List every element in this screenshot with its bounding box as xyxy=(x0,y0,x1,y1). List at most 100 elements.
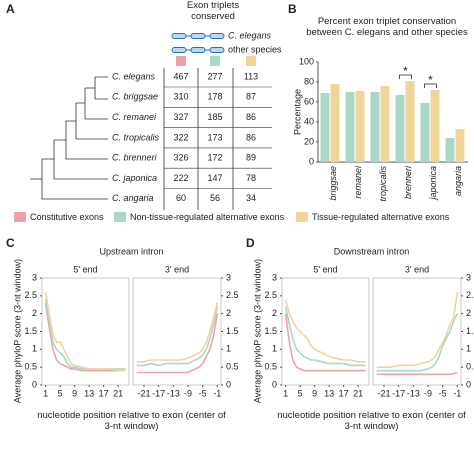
table-cell: 113 xyxy=(244,71,258,81)
column-swatch xyxy=(246,56,256,66)
x-tick-label: -21 xyxy=(137,388,150,398)
table-cell: 222 xyxy=(173,173,188,183)
y-tick-label: 2.5 xyxy=(226,290,239,300)
species-name: C. japonica xyxy=(112,173,157,183)
panel-title: Downstream intron xyxy=(334,246,410,256)
chart-title: Percent exon triplet conservation betwee… xyxy=(306,16,468,38)
x-tick-label: 1 xyxy=(283,388,288,398)
y-tick-label: 60 xyxy=(304,96,314,106)
bar xyxy=(370,92,380,162)
species-name: C. elegans xyxy=(112,71,156,81)
y-tick-label: 0 xyxy=(466,379,471,389)
table-title-box: Exon triplets conserved xyxy=(187,0,239,22)
table-cell: 172 xyxy=(207,153,222,163)
significance-bracket xyxy=(424,83,437,88)
x-tick-label: -9 xyxy=(184,388,192,398)
table-cell: 60 xyxy=(176,193,186,203)
y-tick-label: 80 xyxy=(304,76,314,86)
x-tick-label: -1 xyxy=(213,388,221,398)
panel-label: D xyxy=(246,236,255,250)
x-tick-label: 13 xyxy=(84,388,94,398)
table-cell: 89 xyxy=(246,153,256,163)
table-cell: 173 xyxy=(207,132,222,142)
panel-title: Upstream intron xyxy=(99,246,163,256)
exon-box xyxy=(209,33,225,39)
y-tick-label: 1.5 xyxy=(466,326,474,336)
bar xyxy=(420,103,430,162)
x-axis-label-box: nucleotide position relative to exon (ce… xyxy=(37,410,226,432)
series-line xyxy=(44,299,126,370)
table-cell: 277 xyxy=(207,71,222,81)
subplot-title: 3' end xyxy=(165,264,189,274)
series-line xyxy=(136,313,219,374)
x-tick-label: tropicalis xyxy=(378,166,388,202)
x-tick-label: brenneri xyxy=(403,165,413,199)
exon-box xyxy=(190,33,206,39)
x-tick-label: 17 xyxy=(99,388,109,398)
y-tick-label: 3 xyxy=(466,272,471,282)
y-tick-label: 0.5 xyxy=(264,362,277,372)
table-cell: 86 xyxy=(246,112,256,122)
plot-frame xyxy=(281,277,370,386)
y-tick-label: 2 xyxy=(226,308,231,318)
bar xyxy=(355,91,365,162)
x-tick-label: -21 xyxy=(377,388,390,398)
table-cell: 310 xyxy=(173,92,188,102)
annotation: * xyxy=(403,64,408,78)
series-line xyxy=(284,299,366,363)
x-tick-label: -17 xyxy=(152,388,165,398)
subplot-title: 5' end xyxy=(313,264,337,274)
exon-label: C. elegans xyxy=(228,30,272,40)
y-tick-label: 2 xyxy=(466,308,471,318)
bar xyxy=(445,138,455,162)
y-tick-label: 0 xyxy=(226,379,231,389)
y-tick-label: 0.5 xyxy=(24,362,37,372)
chart-title-box: Percent exon triplet conservation betwee… xyxy=(306,16,468,38)
bar xyxy=(330,84,340,162)
bar xyxy=(380,86,390,162)
tree xyxy=(30,76,108,200)
y-tick-label: 1.5 xyxy=(264,326,277,336)
y-axis-label: Average phyloP score (3-nt window) xyxy=(252,259,262,403)
exon-box xyxy=(209,47,225,53)
y-tick-label: 2.5 xyxy=(24,290,37,300)
y-axis-label: Average phyloP score (3-nt window) xyxy=(12,259,22,403)
x-tick-label: -1 xyxy=(453,388,461,398)
species-name: C. brenneri xyxy=(112,153,158,163)
tree-branch xyxy=(65,120,108,160)
x-tick-label: -13 xyxy=(167,388,180,398)
species-name: C. remanei xyxy=(112,112,157,122)
y-tick-label: 1 xyxy=(272,344,277,354)
x-tick-label: 13 xyxy=(324,388,334,398)
y-tick-label: 3 xyxy=(32,272,37,282)
y-tick-label: 2 xyxy=(32,308,37,318)
y-tick-label: 2.5 xyxy=(466,290,474,300)
y-tick-label: 1 xyxy=(32,344,37,354)
y-tick-label: 20 xyxy=(304,136,314,146)
legend-label: Tissue-regulated alternative exons xyxy=(312,212,450,222)
legend-swatch xyxy=(296,212,308,222)
x-tick-label: -9 xyxy=(424,388,432,398)
y-tick-label: 0.5 xyxy=(466,362,474,372)
panel-label: B xyxy=(288,2,297,16)
x-axis-label-box: nucleotide position relative to exon (ce… xyxy=(277,410,466,432)
x-tick-label: 5 xyxy=(298,388,303,398)
y-tick-label: 3 xyxy=(226,272,231,282)
bar xyxy=(395,95,405,162)
annotation: * xyxy=(428,73,433,87)
y-tick-label: 0 xyxy=(32,379,37,389)
significance-bracket xyxy=(399,74,412,79)
legend-label: Constitutive exons xyxy=(30,212,104,222)
column-swatch xyxy=(210,56,220,66)
panel-label: A xyxy=(6,2,15,16)
x-axis-label: nucleotide position relative to exon (ce… xyxy=(277,410,466,432)
exon-box xyxy=(190,47,206,53)
species-name: C. briggsae xyxy=(112,92,158,102)
bar xyxy=(320,93,330,162)
subplot-title: 5' end xyxy=(73,264,97,274)
y-tick-label: 0.5 xyxy=(226,362,239,372)
x-tick-label: -17 xyxy=(392,388,405,398)
x-tick-label: -5 xyxy=(439,388,447,398)
legend-swatch xyxy=(114,212,126,222)
